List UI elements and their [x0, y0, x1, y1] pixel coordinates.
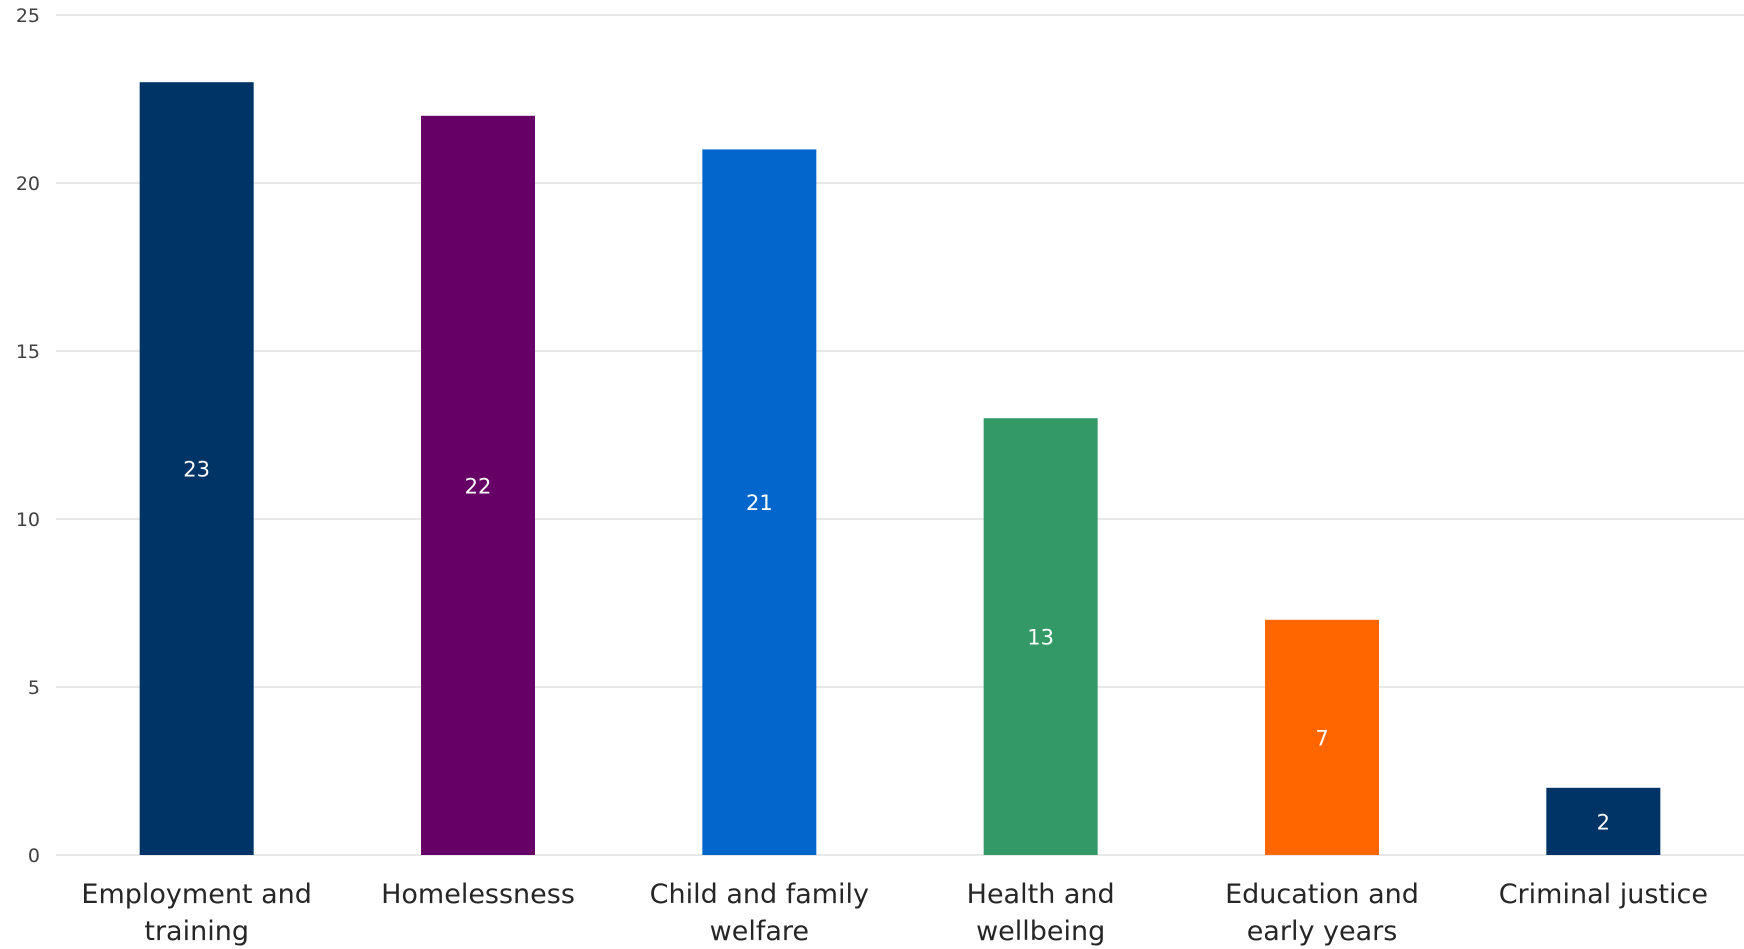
bar [1265, 619, 1379, 855]
bar [421, 115, 535, 856]
y-tick-label: 20 [16, 173, 40, 195]
x-tick-label-line: Child and family [650, 879, 869, 910]
x-axis-category-labels: Employment and training Homelessness Child … [81, 879, 1708, 947]
x-tick-label-line: wellbeing [976, 916, 1105, 947]
bar [983, 418, 1098, 855]
x-tick-label: Criminal justice [1499, 879, 1708, 910]
data-label: 22 [465, 474, 492, 498]
x-tick-label-line: welfare [710, 916, 809, 947]
data-label: 21 [746, 491, 773, 515]
y-tick-label: 0 [28, 845, 40, 867]
y-axis-tick-labels: 0 5 10 15 20 25 [16, 5, 40, 867]
x-tick-label-line: Education and [1225, 879, 1419, 910]
x-tick-label-line: Employment and [81, 879, 312, 910]
x-tick-label-line: early years [1247, 916, 1398, 947]
data-label: 13 [1027, 626, 1054, 650]
data-label: 2 [1597, 810, 1610, 834]
x-tick-label: Health and wellbeing [967, 879, 1115, 947]
x-tick-label-line: Criminal justice [1499, 879, 1708, 910]
gridlines [56, 14, 1744, 856]
x-tick-label-line: training [144, 916, 249, 947]
bars [139, 82, 1661, 856]
x-tick-label: Homelessness [381, 879, 575, 910]
x-tick-label: Employment and training [81, 879, 312, 947]
y-tick-label: 15 [16, 341, 40, 363]
data-labels: 23 22 21 13 7 2 [183, 458, 1610, 835]
y-tick-label: 5 [28, 677, 40, 699]
bar [1546, 787, 1661, 855]
y-tick-label: 10 [16, 509, 40, 531]
data-label: 7 [1315, 726, 1328, 750]
x-tick-label: Education and early years [1225, 879, 1419, 947]
y-tick-label: 25 [16, 5, 40, 27]
bar [702, 149, 817, 855]
data-label: 23 [183, 458, 210, 482]
x-tick-label-line: Health and [967, 879, 1115, 910]
x-tick-label: Child and family welfare [650, 879, 869, 947]
bar [139, 82, 254, 855]
x-tick-label-line: Homelessness [381, 879, 575, 910]
